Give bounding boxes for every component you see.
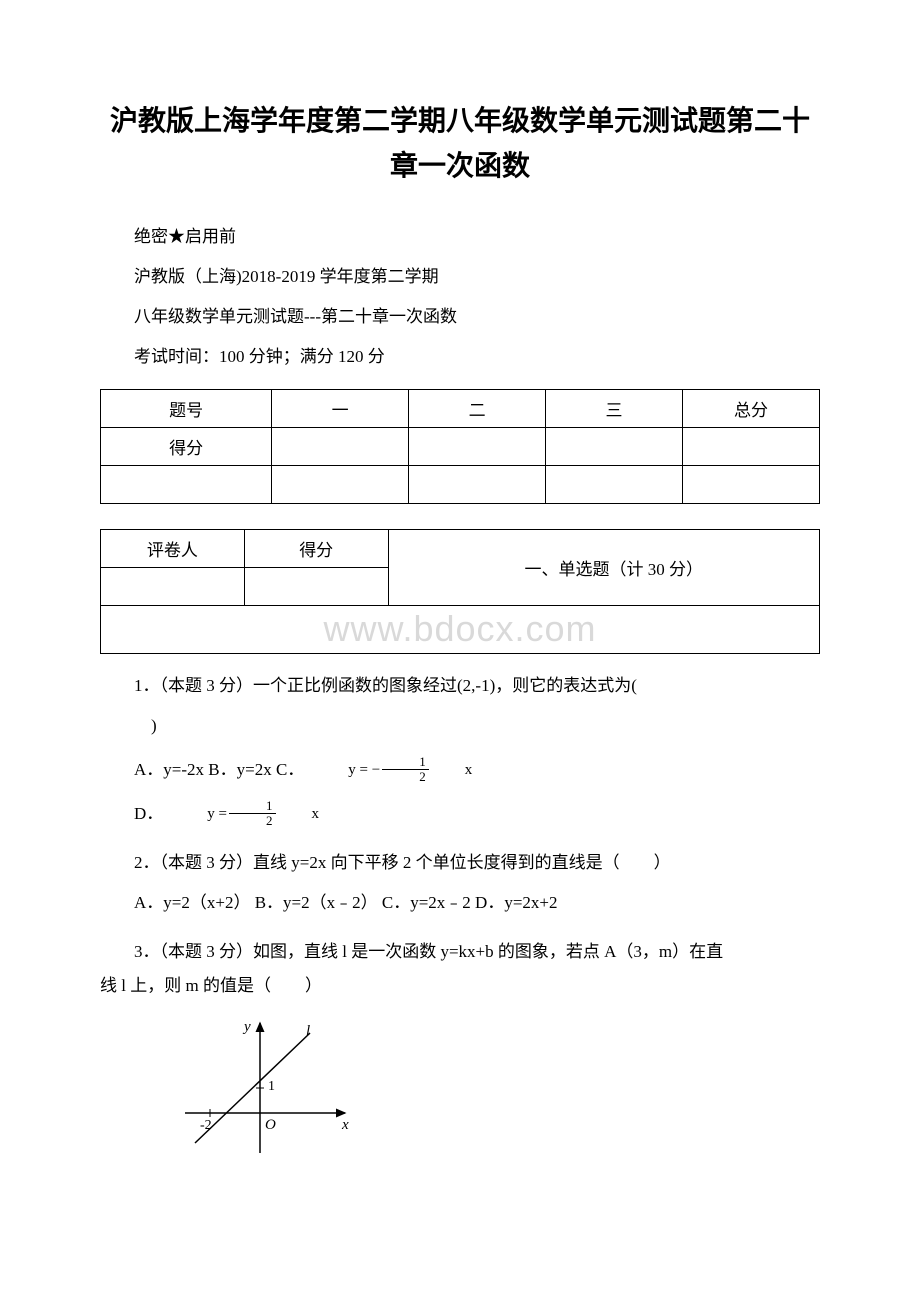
- q1-optd-label: D．: [100, 797, 163, 831]
- line-l: [195, 1033, 310, 1143]
- cell-sec3: 三: [546, 389, 683, 427]
- question-1-options-d: D． y = 1 2 x: [100, 797, 820, 831]
- origin-label: O: [265, 1117, 276, 1133]
- watermark-row: www.bdocx.com: [101, 605, 820, 653]
- question-2-options: A．y=2（x+2） B．y=2（x﹣2） C．y=2x﹣2 D．y=2x+2: [100, 886, 820, 920]
- y-intercept-label: 1: [268, 1079, 275, 1094]
- cell-blank: [546, 427, 683, 465]
- watermark-text: www.bdocx.com: [323, 608, 596, 649]
- formula-suffix: x: [431, 755, 473, 785]
- title-line-2: 章一次函数: [390, 151, 530, 182]
- table-row: 得分: [101, 427, 820, 465]
- question-3b: 线 l 上，则 m 的值是（ ）: [100, 969, 820, 1003]
- x-intercept-label: -2: [200, 1118, 212, 1133]
- graph-svg: y x l -2 1 O: [180, 1013, 360, 1163]
- line-label: l: [306, 1023, 310, 1039]
- denominator: 2: [229, 814, 276, 828]
- subtitle: 沪教版（上海)2018-2019 学年度第二学期: [100, 260, 820, 294]
- cell-blank: [101, 465, 272, 503]
- numerator: 1: [229, 799, 276, 814]
- cell-blank: [101, 567, 245, 605]
- formula-prefix: y =: [173, 799, 227, 829]
- cell-blank: [546, 465, 683, 503]
- q1-optd-formula: y = 1 2 x: [173, 799, 319, 829]
- question-3a: 3．（本题 3 分）如图，直线 l 是一次函数 y=kx+b 的图象，若点 A（…: [100, 935, 820, 969]
- table-row: 题号 一 二 三 总分: [101, 389, 820, 427]
- score-table: 题号 一 二 三 总分 得分: [100, 389, 820, 504]
- numerator: 1: [382, 755, 429, 770]
- x-axis-label: x: [341, 1117, 349, 1133]
- table-row: 评卷人 得分 一、单选题（计 30 分）: [101, 529, 820, 567]
- cell-sec1: 一: [272, 389, 409, 427]
- table-row: [101, 465, 820, 503]
- cell-sec2: 二: [409, 389, 546, 427]
- cell-examiner: 评卷人: [101, 529, 245, 567]
- y-axis-label: y: [242, 1019, 251, 1035]
- section-title: 一、单选题（计 30 分）: [388, 529, 819, 605]
- cell-label: 题号: [101, 389, 272, 427]
- cell-blank: [683, 465, 820, 503]
- test-name: 八年级数学单元测试题---第二十章一次函数: [100, 300, 820, 334]
- cell-blank: [272, 465, 409, 503]
- q3-graph: y x l -2 1 O: [180, 1013, 820, 1163]
- cell-label: 得分: [101, 427, 272, 465]
- formula-prefix: y = −: [314, 755, 380, 785]
- question-1: 1．（本题 3 分）一个正比例函数的图象经过(2,-1)，则它的表达式为(: [100, 669, 820, 703]
- exam-info: 考试时间：100 分钟；满分 120 分: [100, 340, 820, 374]
- cell-blank: [272, 427, 409, 465]
- question-2: 2．（本题 3 分）直线 y=2x 向下平移 2 个单位长度得到的直线是（ ）: [100, 846, 820, 880]
- cell-blank: [683, 427, 820, 465]
- cell-blank: [409, 427, 546, 465]
- cell-total: 总分: [683, 389, 820, 427]
- cell-blank: [244, 567, 388, 605]
- q1-optc-formula: y = − 1 2 x: [314, 755, 472, 785]
- title-line-1: 沪教版上海学年度第二学期八年级数学单元测试题第二十: [110, 106, 810, 137]
- q1-opt-abc: A．y=-2x B．y=2x C．: [100, 753, 304, 787]
- watermark-cell: www.bdocx.com: [101, 605, 820, 653]
- denominator: 2: [382, 770, 429, 784]
- formula-suffix: x: [278, 799, 320, 829]
- question-1-options-ac: A．y=-2x B．y=2x C． y = − 1 2 x: [100, 753, 820, 787]
- fraction: 1 2: [382, 755, 429, 785]
- cell-score: 得分: [244, 529, 388, 567]
- cell-blank: [409, 465, 546, 503]
- confidential-line: 绝密★启用前: [100, 220, 820, 254]
- section-table: 评卷人 得分 一、单选题（计 30 分） www.bdocx.com: [100, 529, 820, 654]
- page-title: 沪教版上海学年度第二学期八年级数学单元测试题第二十 章一次函数: [100, 100, 820, 190]
- question-1-cont: ): [100, 709, 820, 743]
- fraction: 1 2: [229, 799, 276, 829]
